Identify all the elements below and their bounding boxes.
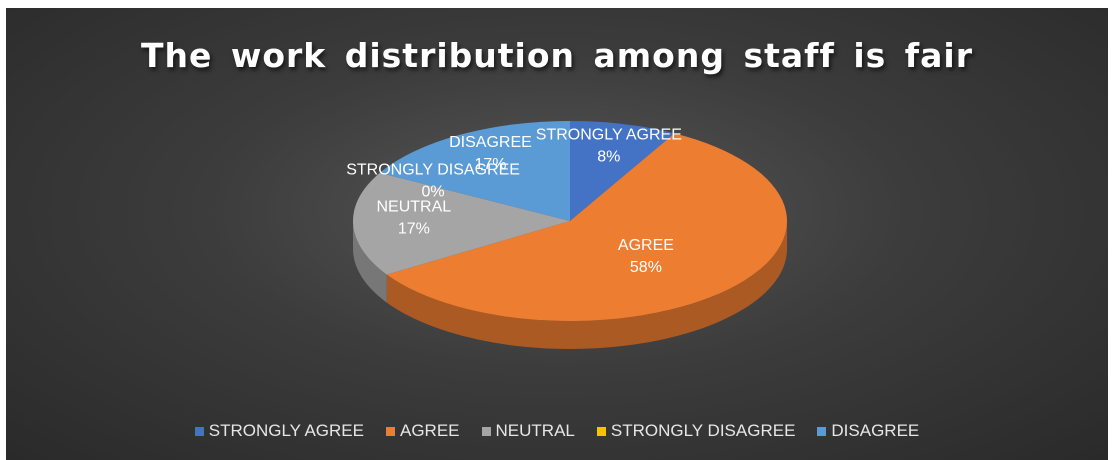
pie-chart: STRONGLY AGREE 8% AGREE 58% NEUTRAL 17%STRONG… <box>346 121 788 349</box>
data-label-disagree: DISAGREE 17% <box>449 134 532 173</box>
legend-item-neutral: NEUTRAL <box>481 421 575 441</box>
data-label-strongly-disagree: STRONGLY DISAGREE 0% <box>346 161 520 200</box>
legend-label: NEUTRAL <box>495 421 575 440</box>
legend-item-disagree: DISAGREE <box>817 421 919 441</box>
legend: STRONGLY AGREE AGREE NEUTRAL STRONGLY DISAG… <box>6 421 1108 441</box>
chart-title: The work distribution among staff is fai… <box>140 36 973 75</box>
data-label-strongly-agree: STRONGLY AGREE 8% <box>536 126 682 165</box>
pie-side-neutral <box>353 221 387 303</box>
pie-slice-strongly-agree <box>570 121 675 221</box>
legend-label: AGREE <box>399 421 460 440</box>
legend-item-strongly-disagree: STRONGLY DISAGREE <box>596 421 796 441</box>
data-label-neutral: NEUTRAL 17% <box>376 198 451 237</box>
legend-swatch <box>817 426 827 436</box>
legend-swatch <box>481 426 491 436</box>
legend-swatch <box>385 426 395 436</box>
legend-label: STRONGLY DISAGREE <box>610 421 796 440</box>
pie-slice-agree <box>386 133 788 322</box>
pie-slice-disagree <box>379 121 570 221</box>
chart-area: The work distribution among staff is fai… <box>6 8 1108 460</box>
legend-label: STRONGLY AGREE <box>208 421 364 440</box>
legend-item-strongly-agree: STRONGLY AGREE <box>194 421 364 441</box>
legend-swatch <box>596 426 606 436</box>
legend-label: DISAGREE <box>831 421 920 440</box>
legend-item-agree: AGREE <box>385 421 460 441</box>
pie-side-agree <box>386 221 787 349</box>
data-label-agree: AGREE 58% <box>618 237 674 276</box>
pie-slice-neutral <box>353 172 570 275</box>
legend-swatch <box>194 426 204 436</box>
